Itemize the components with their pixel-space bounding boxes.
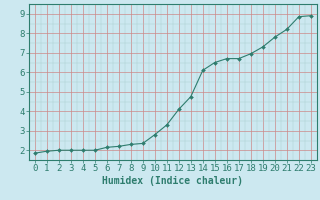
X-axis label: Humidex (Indice chaleur): Humidex (Indice chaleur) — [102, 176, 243, 186]
